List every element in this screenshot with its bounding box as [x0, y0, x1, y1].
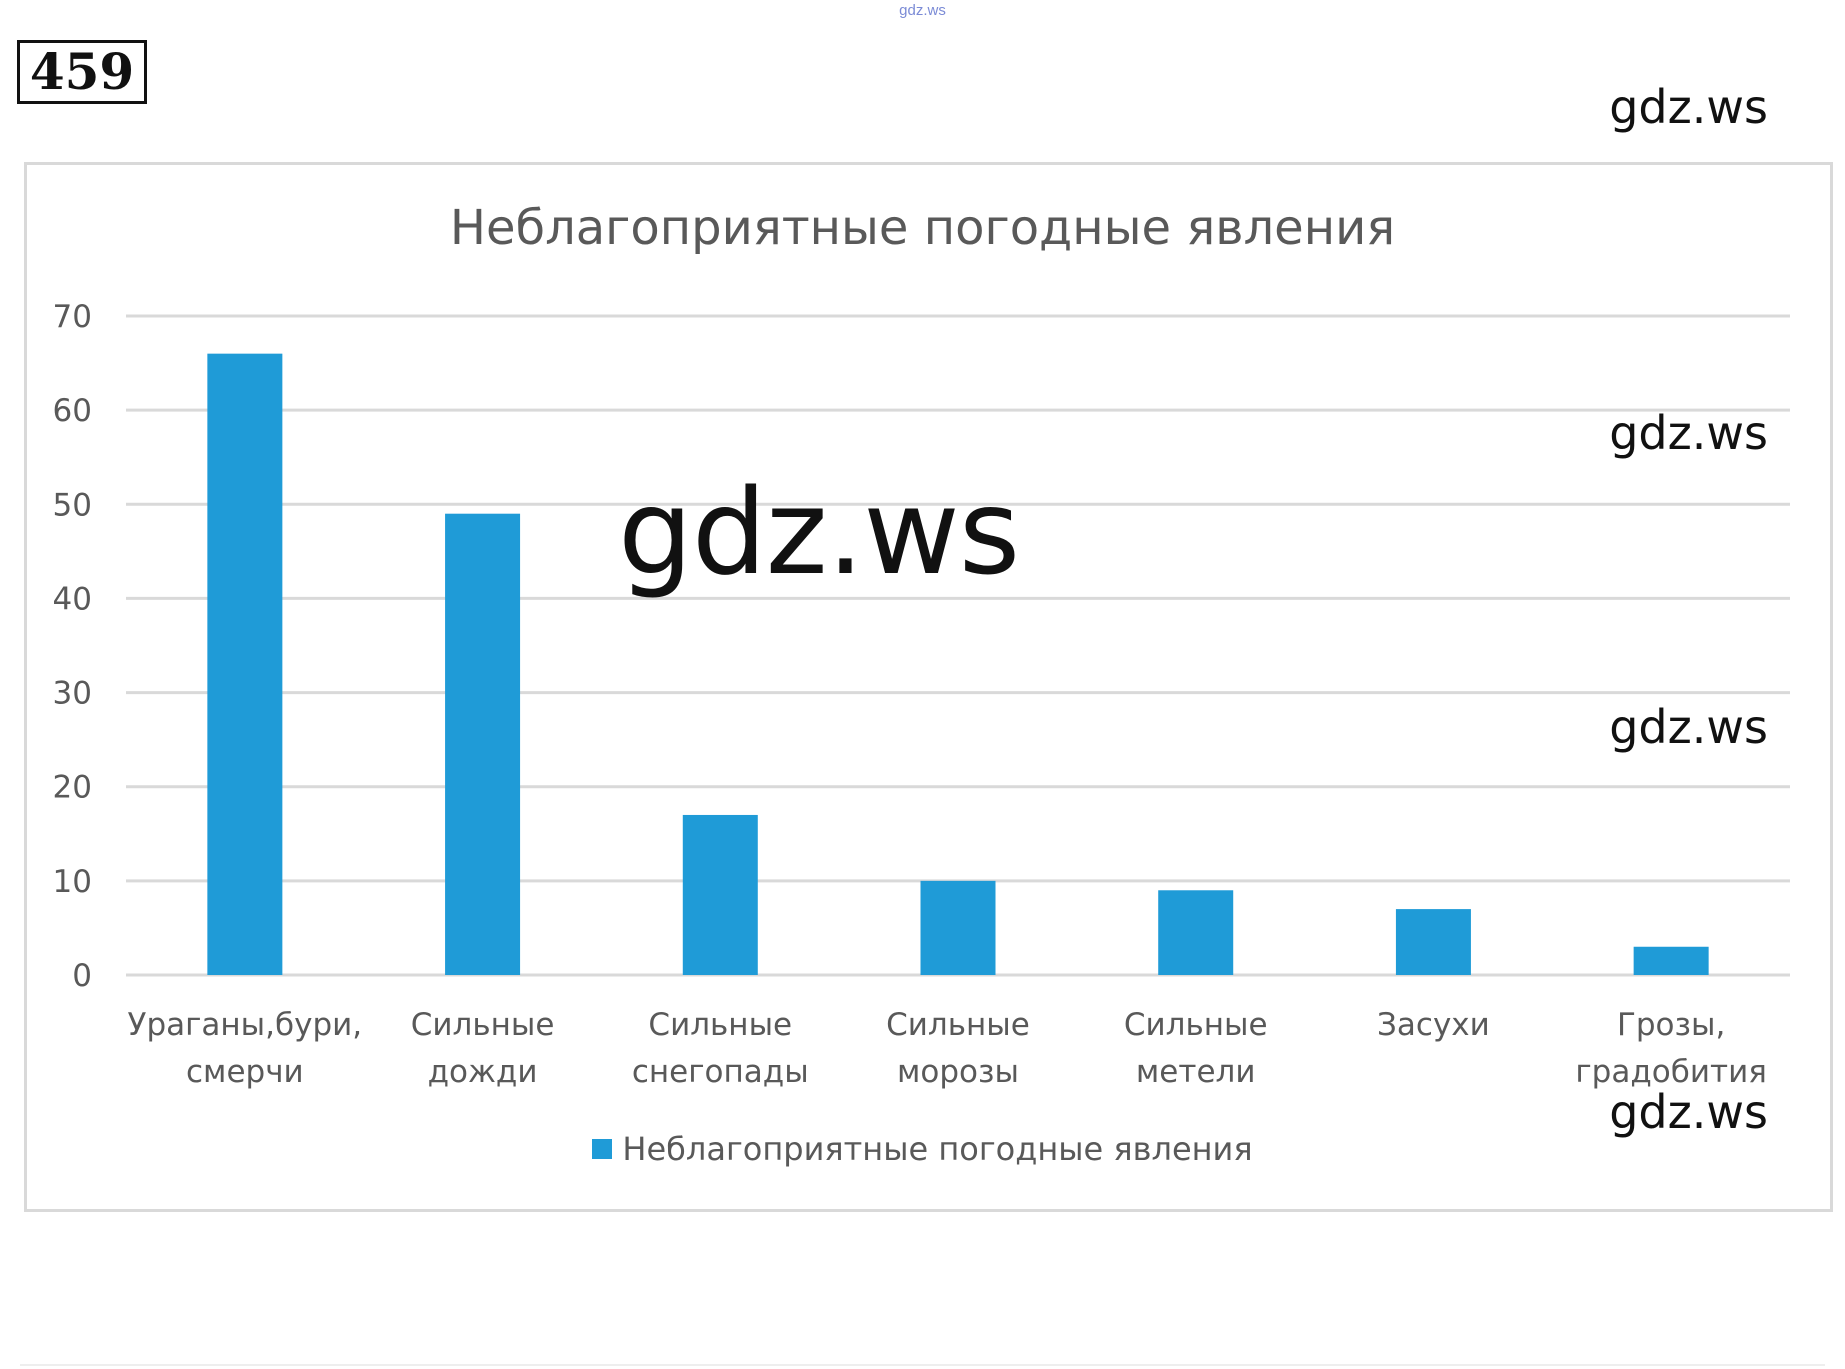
x-tick-label: Сильные	[411, 1007, 555, 1043]
x-tick-label: морозы	[897, 1054, 1019, 1090]
bar	[1395, 909, 1471, 975]
bar	[682, 814, 758, 975]
bar	[1158, 890, 1234, 975]
x-tick-label: снегопады	[632, 1054, 809, 1090]
x-tick-label: Засухи	[1377, 1007, 1490, 1043]
y-tick-label: 10	[53, 864, 92, 900]
bar	[207, 353, 283, 976]
y-tick-label: 40	[53, 581, 92, 617]
x-tick-label: градобития	[1575, 1054, 1766, 1090]
y-tick-label: 60	[53, 393, 92, 429]
legend-label: Неблагоприятные погодные явления	[622, 1130, 1253, 1168]
y-tick-label: 20	[53, 770, 92, 806]
chart-frame	[24, 162, 1833, 1212]
page-bottom-divider	[20, 1364, 1825, 1366]
x-tick-label: дожди	[428, 1054, 538, 1090]
bar	[445, 513, 521, 975]
site-mark: gdz.ws	[899, 2, 946, 19]
x-tick-label: Грозы,	[1617, 1007, 1725, 1043]
watermark-large: gdz.ws	[618, 463, 1020, 601]
bar	[920, 880, 996, 975]
y-tick-label: 50	[53, 487, 92, 523]
y-tick-label: 70	[53, 299, 92, 335]
watermark: gdz.ws	[1609, 80, 1768, 134]
x-tick-label: Ураганы,бури,	[128, 1007, 363, 1043]
watermark: gdz.ws	[1609, 1085, 1768, 1139]
watermark: gdz.ws	[1609, 406, 1768, 460]
x-tick-label: Сильные	[886, 1007, 1030, 1043]
legend-swatch	[592, 1139, 613, 1159]
x-tick-label: Сильные	[1124, 1007, 1268, 1043]
task-number-box: 459	[17, 40, 147, 104]
x-tick-label: метели	[1136, 1054, 1256, 1090]
x-tick-label: смерчи	[186, 1054, 304, 1090]
chart-title: Неблагоприятные погодные явления	[449, 200, 1396, 256]
chart-legend: Неблагоприятные погодные явления	[0, 1130, 1845, 1168]
y-tick-label: 30	[53, 676, 92, 712]
y-tick-label: 0	[72, 958, 92, 994]
bar	[1633, 946, 1709, 975]
watermark: gdz.ws	[1609, 700, 1768, 754]
x-tick-label: Сильные	[648, 1007, 792, 1043]
